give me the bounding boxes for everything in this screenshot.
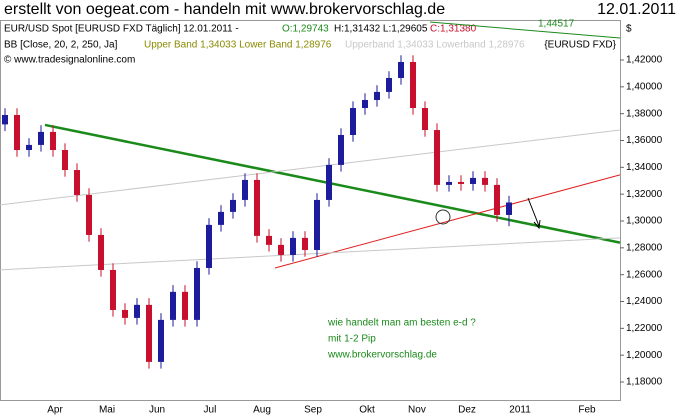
candle-body [290, 237, 297, 255]
header-bands-faint: Upperband 1,34033 Lowerband 1,28976 [345, 40, 525, 51]
candle-body [362, 99, 369, 109]
candle-body [74, 170, 81, 195]
candle-body [2, 115, 9, 125]
candle-body [326, 164, 333, 200]
candle-body [338, 134, 345, 165]
annotation: wie handelt man am besten e-d ? [327, 318, 476, 329]
candle-body [182, 291, 189, 320]
y-tick-label: 1,38000 [626, 108, 663, 119]
x-tick-label: Apr [47, 405, 63, 416]
x-tick-label: 2011 [509, 405, 531, 416]
candle-body [146, 304, 153, 362]
candle-body [194, 267, 201, 320]
candle-body [14, 115, 21, 151]
candle-body [62, 150, 69, 171]
candle-body [98, 234, 105, 270]
x-tick-label: Aug [253, 405, 271, 416]
y-tick-label: 1,26000 [626, 269, 663, 280]
x-tick-label: Jun [149, 405, 165, 416]
candle-body [50, 131, 57, 151]
y-tick-label: 1,36000 [626, 135, 663, 146]
arrow-head [533, 219, 541, 230]
candle-body [242, 179, 249, 200]
candle-body [170, 291, 177, 320]
y-tick-label: 1,42000 [626, 55, 663, 66]
x-tick-label: Nov [408, 405, 426, 416]
highlight-circle [435, 209, 451, 225]
candle-body [278, 244, 285, 255]
y-tick-label: 1,20000 [626, 350, 663, 361]
y-tick-label: 1,24000 [626, 296, 663, 307]
candle-body [506, 202, 513, 215]
candle-body [86, 194, 93, 235]
candle-body [398, 61, 405, 78]
candle-body [230, 199, 237, 212]
candle-body [434, 130, 441, 185]
y-tick-label: 1,40000 [626, 81, 663, 92]
header-indicator: BB [Close, 20, 2, 250, Ja] [4, 40, 118, 51]
currency: $ [626, 24, 632, 35]
x-tick-label: Mai [99, 405, 115, 416]
candle-body [158, 319, 165, 362]
trendline [44, 123, 621, 244]
y-tick-label: 1,32000 [626, 189, 663, 200]
plot [0, 55, 621, 369]
candle-body [422, 108, 429, 131]
candle-body [26, 144, 33, 151]
plot-frame [0, 20, 621, 401]
candle-body [314, 199, 321, 250]
candle-body [494, 184, 501, 215]
top-label: 1,44517 [538, 19, 575, 30]
header-close: C:1,31380 [430, 24, 477, 35]
candle-body [458, 181, 465, 184]
candle-body [110, 269, 117, 310]
y-tick-label: 1,18000 [626, 377, 663, 388]
x-tick-label: Sep [304, 405, 322, 416]
x-tick-label: Dez [458, 405, 476, 416]
header-bands: Upper Band 1,34033 Lower Band 1,28976 [144, 40, 332, 51]
chart-title: erstellt von oegeat.com - handeln mit ww… [4, 1, 445, 18]
top-label-line [429, 21, 621, 39]
header-high-low: H:1,31432 L:1,29605 [334, 24, 428, 35]
chart-date: 12.01.2011 [597, 1, 676, 18]
trendline [0, 129, 621, 206]
candle-body [38, 131, 45, 145]
candle-body [206, 224, 213, 268]
y-tick-label: 1,34000 [626, 162, 663, 173]
candle-body [254, 179, 261, 236]
header-symbol: {EURUSD FXD} [544, 40, 616, 51]
candle-body [470, 177, 477, 184]
x-tick-label: Jul [204, 405, 217, 416]
copyright: © www.tradesignalonline.com [4, 55, 135, 66]
annotation: mit 1-2 Pip [328, 334, 376, 345]
candle-body [386, 77, 393, 92]
x-tick-label: Feb [578, 405, 596, 416]
candle-body [410, 61, 417, 109]
candle-body [122, 309, 129, 318]
arrow [527, 197, 540, 227]
header-instrument: EUR/USD Spot [EURUSD FXD Täglich] 12.01.… [4, 24, 239, 35]
candle-body [350, 108, 357, 135]
header-open: O:1,29743 [282, 24, 329, 35]
candle-body [446, 181, 453, 185]
annotation: www.brokervorschlag.de [327, 350, 437, 361]
x-tick-label: Okt [359, 405, 375, 416]
candle-body [302, 237, 309, 250]
candle-body [266, 235, 273, 245]
candle-body [482, 177, 489, 185]
y-tick-label: 1,22000 [626, 323, 663, 334]
y-tick-label: 1,28000 [626, 242, 663, 253]
y-tick-label: 1,30000 [626, 216, 663, 227]
candle-body [374, 91, 381, 100]
candle-body [134, 304, 141, 318]
candle-body [218, 211, 225, 225]
